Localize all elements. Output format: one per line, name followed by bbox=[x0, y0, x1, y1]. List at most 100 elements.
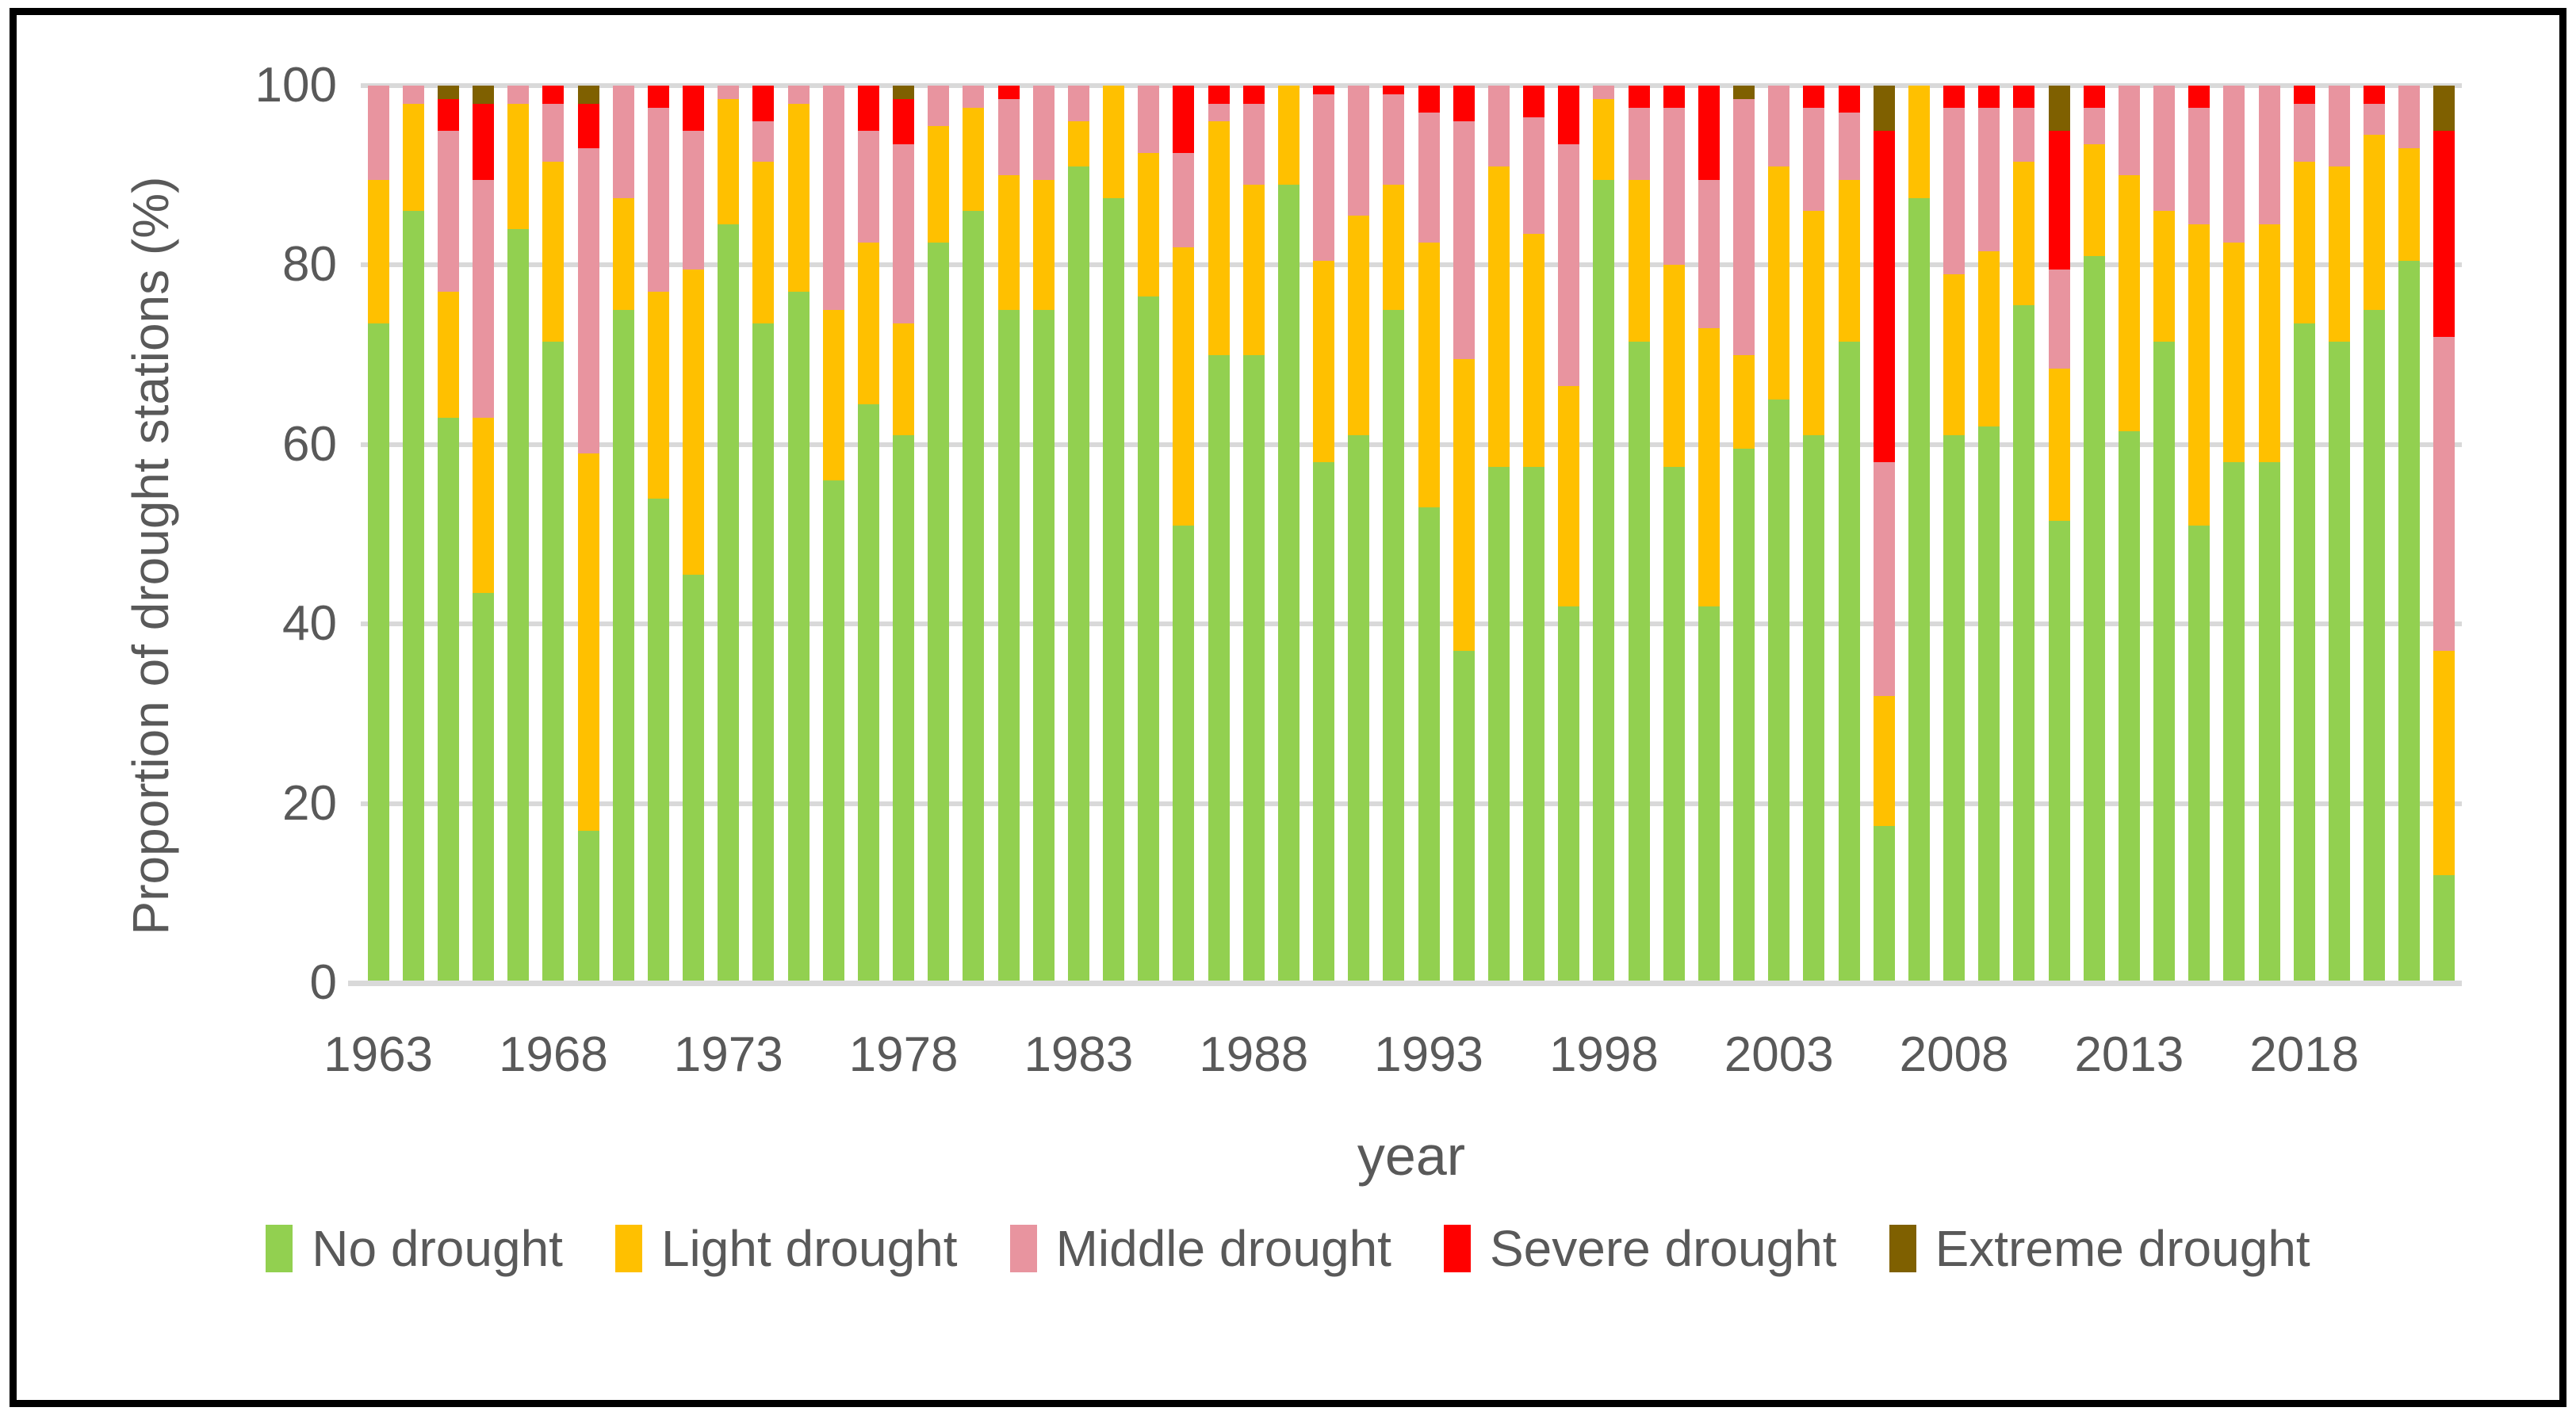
legend-label: Extreme drought bbox=[1935, 1220, 2310, 1277]
legend-item-middle-drought: Middle drought bbox=[1009, 1219, 1391, 1278]
bar-segment-2002-no-drought bbox=[1733, 449, 1755, 983]
bar-segment-1986-no-drought bbox=[1173, 525, 1195, 983]
x-tick-label-1968: 1968 bbox=[498, 1027, 608, 1082]
bar-segment-2021-no-drought bbox=[2398, 260, 2421, 983]
bar-segment-2018-no-drought bbox=[2293, 323, 2315, 983]
bar-segment-1997-light-drought bbox=[1558, 386, 1580, 606]
bar-segment-2012-no-drought bbox=[2083, 256, 2105, 983]
bar-segment-1993-middle-drought bbox=[1418, 112, 1440, 243]
bar-segment-1970-light-drought bbox=[612, 197, 634, 310]
bar-segment-1980-middle-drought bbox=[963, 86, 985, 109]
gridline-y-40 bbox=[361, 621, 2462, 627]
bar-segment-1966-severe-drought bbox=[473, 103, 495, 180]
bar-segment-1999-severe-drought bbox=[1628, 86, 1650, 109]
legend: No drought Light drought Middle drought Sev… bbox=[0, 1219, 2576, 1278]
bar-segment-2020-middle-drought bbox=[2364, 103, 2386, 136]
bar-segment-1967-light-drought bbox=[507, 103, 530, 230]
x-tick-label-1983: 1983 bbox=[1024, 1027, 1134, 1082]
bar-segment-1989-no-drought bbox=[1277, 184, 1299, 983]
y-tick-label-60: 60 bbox=[282, 416, 337, 472]
bar-segment-2022-middle-drought bbox=[2433, 336, 2455, 652]
bar-segment-2021-middle-drought bbox=[2398, 86, 2421, 149]
bar-segment-1975-no-drought bbox=[787, 292, 810, 983]
bar-segment-2011-severe-drought bbox=[2048, 130, 2070, 270]
bar-segment-1966-middle-drought bbox=[473, 179, 495, 418]
bar-segment-2002-extreme-drought bbox=[1733, 86, 1755, 99]
bar-segment-1966-light-drought bbox=[473, 417, 495, 593]
bar-segment-2022-extreme-drought bbox=[2433, 86, 2455, 131]
bar-segment-1981-severe-drought bbox=[997, 86, 1020, 99]
bar-segment-1965-severe-drought bbox=[437, 98, 459, 131]
bar-segment-1992-middle-drought bbox=[1383, 94, 1405, 185]
bar-segment-2010-no-drought bbox=[2013, 305, 2035, 983]
bar-segment-1983-no-drought bbox=[1067, 166, 1089, 983]
bar-segment-1982-middle-drought bbox=[1032, 86, 1055, 180]
bar-segment-1966-no-drought bbox=[473, 592, 495, 983]
x-tick-label-1973: 1973 bbox=[673, 1027, 783, 1082]
bar-segment-2015-light-drought bbox=[2188, 224, 2210, 526]
bar-segment-1985-no-drought bbox=[1138, 296, 1160, 983]
bar-segment-2010-light-drought bbox=[2013, 162, 2035, 306]
x-tick-label-1978: 1978 bbox=[848, 1027, 959, 1082]
bar-segment-1991-middle-drought bbox=[1348, 86, 1370, 216]
bar-segment-1998-light-drought bbox=[1593, 98, 1615, 180]
bar-segment-2016-middle-drought bbox=[2223, 86, 2245, 243]
bar-segment-2005-light-drought bbox=[1838, 179, 1860, 342]
gridline-y-100 bbox=[361, 83, 2462, 88]
bar-segment-1965-no-drought bbox=[437, 417, 459, 983]
bar-segment-1985-middle-drought bbox=[1138, 86, 1160, 153]
bar-segment-1968-severe-drought bbox=[542, 86, 565, 104]
bar-segment-2004-no-drought bbox=[1803, 435, 1825, 983]
bar-segment-1988-severe-drought bbox=[1242, 86, 1265, 104]
x-tick-label-2013: 2013 bbox=[2074, 1027, 2184, 1082]
bar-segment-1982-light-drought bbox=[1032, 179, 1055, 310]
bar-segment-1972-severe-drought bbox=[683, 86, 705, 131]
bar-segment-2000-middle-drought bbox=[1663, 108, 1685, 266]
bar-segment-1983-light-drought bbox=[1067, 121, 1089, 166]
bar-segment-1996-no-drought bbox=[1523, 467, 1545, 983]
bar-segment-2022-light-drought bbox=[2433, 651, 2455, 876]
bar-segment-1970-middle-drought bbox=[612, 86, 634, 198]
bar-segment-1993-no-drought bbox=[1418, 507, 1440, 983]
bar-segment-1993-light-drought bbox=[1418, 243, 1440, 508]
bar-segment-1988-no-drought bbox=[1242, 354, 1265, 983]
bar-segment-1971-light-drought bbox=[647, 292, 669, 499]
bar-segment-1968-middle-drought bbox=[542, 103, 565, 163]
x-tick-label-2008: 2008 bbox=[1899, 1027, 2009, 1082]
bar-segment-1964-middle-drought bbox=[402, 86, 424, 104]
x-tick-label-1993: 1993 bbox=[1374, 1027, 1484, 1082]
bar-segment-2015-no-drought bbox=[2188, 525, 2210, 983]
bar-segment-2010-severe-drought bbox=[2013, 86, 2035, 109]
bar-segment-1994-light-drought bbox=[1453, 359, 1475, 652]
bar-segment-1996-middle-drought bbox=[1523, 117, 1545, 234]
bar-segment-1999-no-drought bbox=[1628, 341, 1650, 983]
bar-segment-1970-no-drought bbox=[612, 310, 634, 983]
bar-segment-1965-middle-drought bbox=[437, 130, 459, 293]
bar-segment-1992-light-drought bbox=[1383, 184, 1405, 310]
bar-segment-2008-no-drought bbox=[1943, 435, 1965, 983]
bar-segment-1983-middle-drought bbox=[1067, 86, 1089, 122]
bar-segment-2017-middle-drought bbox=[2258, 86, 2280, 225]
bar-segment-2000-no-drought bbox=[1663, 467, 1685, 983]
bar-segment-1980-no-drought bbox=[963, 211, 985, 983]
y-tick-label-100: 100 bbox=[255, 58, 337, 113]
bar-segment-2007-light-drought bbox=[1908, 86, 1930, 198]
bar-segment-1978-light-drought bbox=[893, 323, 915, 436]
bar-segment-1995-light-drought bbox=[1487, 166, 1510, 468]
bar-segment-2020-no-drought bbox=[2364, 310, 2386, 983]
legend-label: Light drought bbox=[660, 1220, 958, 1277]
bar-segment-1964-no-drought bbox=[402, 211, 424, 983]
bar-segment-1969-extreme-drought bbox=[577, 86, 599, 104]
bar-segment-2004-severe-drought bbox=[1803, 86, 1825, 109]
bar-segment-1992-no-drought bbox=[1383, 310, 1405, 983]
bar-segment-1998-middle-drought bbox=[1593, 86, 1615, 99]
bar-segment-1987-middle-drought bbox=[1208, 103, 1230, 122]
bar-segment-1999-middle-drought bbox=[1628, 108, 1650, 180]
bar-segment-2006-middle-drought bbox=[1873, 462, 1895, 696]
bar-segment-2019-no-drought bbox=[2328, 341, 2350, 983]
bar-segment-1986-middle-drought bbox=[1173, 152, 1195, 247]
bar-segment-2017-light-drought bbox=[2258, 224, 2280, 463]
bar-segment-2005-middle-drought bbox=[1838, 112, 1860, 180]
bar-segment-2001-severe-drought bbox=[1698, 86, 1720, 180]
